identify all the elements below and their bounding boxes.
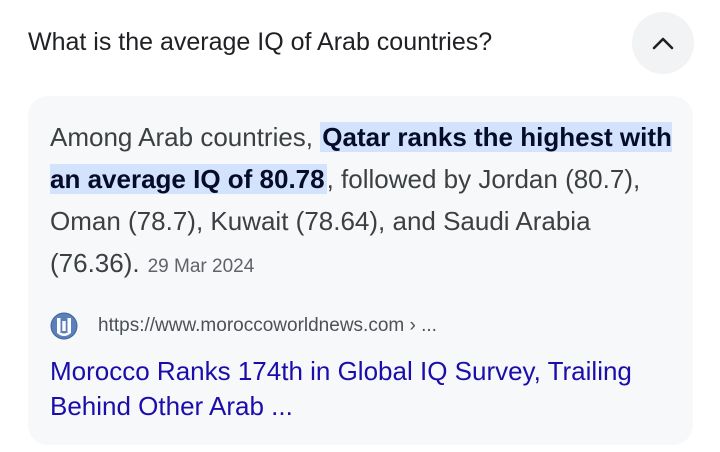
- snippet-date: 29 Mar 2024: [147, 256, 255, 277]
- question-text[interactable]: What is the average IQ of Arab countries…: [28, 28, 493, 56]
- snippet-suffix: , followed by Jordan (80.7), Oman (78.7)…: [50, 164, 641, 278]
- answer-snippet: Among Arab countries, Qatar ranks the hi…: [50, 116, 675, 288]
- source-url[interactable]: https://www.moroccoworldnews.com › ...: [98, 315, 437, 336]
- chevron-up-icon: [652, 37, 674, 50]
- question-header[interactable]: What is the average IQ of Arab countries…: [28, 12, 694, 74]
- answer-card: Among Arab countries, Qatar ranks the hi…: [28, 96, 693, 445]
- source-row[interactable]: https://www.moroccoworldnews.com › ...: [50, 310, 670, 342]
- collapse-button[interactable]: [632, 12, 694, 74]
- moroccoworldnews-icon: [50, 312, 78, 340]
- snippet-prefix: Among Arab countries,: [50, 122, 321, 152]
- result-title-link[interactable]: Morocco Ranks 174th in Global IQ Survey,…: [50, 356, 632, 421]
